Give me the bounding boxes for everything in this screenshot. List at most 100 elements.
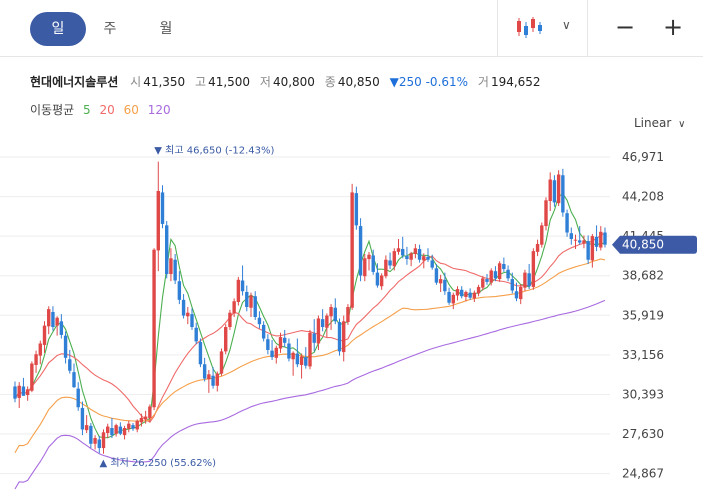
candle-body	[476, 286, 481, 294]
open-value: 41,350	[143, 75, 186, 89]
candle-body	[148, 406, 152, 418]
candle-body	[198, 342, 203, 365]
period-tab-day[interactable]: 일	[30, 12, 86, 46]
candle-body	[173, 259, 177, 281]
candle-body	[249, 295, 253, 308]
candle-body	[219, 351, 224, 374]
candle-body	[152, 249, 156, 408]
candle-body	[34, 354, 38, 365]
candle-body	[556, 174, 561, 204]
candle-body	[320, 319, 325, 328]
candle-body	[434, 268, 439, 283]
candle-body	[451, 294, 455, 304]
candle-body	[274, 347, 278, 358]
candle-body	[443, 279, 447, 292]
candle-body	[106, 426, 110, 434]
candle-body	[590, 236, 595, 261]
candle-body	[122, 428, 127, 436]
candle-body	[287, 343, 291, 359]
candle-body	[89, 425, 93, 444]
candle-body	[527, 273, 531, 287]
candle-body	[84, 425, 89, 431]
ma-120-legend[interactable]: 120	[147, 103, 171, 117]
period-tab-month[interactable]: 월	[159, 21, 173, 37]
candle-body	[42, 325, 47, 345]
candle-body	[55, 317, 59, 326]
candle-body	[540, 225, 544, 245]
candle-body	[25, 389, 30, 396]
price-summary: 현대에너지솔루션 시 41,350 고 41,500 저 40,800 종 40,850…	[30, 73, 547, 90]
candle-body	[485, 279, 489, 282]
candle-body	[493, 271, 498, 279]
ma-60-legend[interactable]: 60	[123, 103, 139, 117]
candle-body	[278, 337, 283, 349]
candle-body	[261, 324, 266, 339]
candle-body	[194, 327, 198, 342]
candle-body	[80, 407, 85, 430]
candle-body	[464, 291, 468, 297]
candle-body	[190, 314, 194, 328]
candle-body	[232, 301, 236, 314]
candle-body	[101, 432, 106, 449]
candle-body	[354, 193, 359, 226]
candle-body	[379, 275, 384, 287]
y-tick-label: 44,208	[622, 190, 664, 204]
candle-body	[236, 279, 241, 302]
candle-body	[266, 339, 270, 350]
candle-body	[422, 256, 426, 261]
y-tick-label: 38,682	[622, 269, 664, 283]
candle-body	[535, 243, 540, 252]
candle-body	[447, 291, 451, 303]
volume-value: 194,652	[490, 75, 541, 89]
candle-body	[215, 373, 219, 386]
current-price-label: 40,850	[622, 238, 664, 252]
candle-body	[375, 272, 380, 286]
candle-body	[594, 236, 599, 247]
period-tab-week[interactable]: 주	[103, 21, 117, 37]
candle-body	[350, 192, 354, 308]
candle-body	[548, 179, 552, 202]
candle-body	[253, 296, 257, 318]
current-price-tag	[612, 235, 697, 254]
candle-body	[460, 289, 464, 297]
volume-label: 거	[477, 75, 489, 89]
candle-body	[97, 439, 101, 449]
candle-body	[156, 190, 160, 251]
candlestick-icon	[517, 17, 542, 38]
high-value: 41,500	[208, 75, 251, 89]
candle-body	[497, 263, 502, 280]
close-value: 40,850	[337, 75, 380, 89]
candle-body	[552, 180, 557, 203]
zoom-in-button[interactable]: +	[662, 13, 684, 41]
candle-body	[283, 337, 287, 343]
candle-body	[93, 438, 97, 444]
ma-20-legend[interactable]: 20	[99, 103, 115, 117]
candle-body	[502, 264, 506, 270]
y-tick-label: 30,393	[622, 387, 664, 401]
scale-selector[interactable]: Linear ∨	[634, 116, 685, 130]
y-tick-label: 24,867	[622, 467, 664, 481]
low-value: 40,800	[272, 75, 315, 89]
chart-type-selector[interactable]: ∨	[497, 0, 588, 56]
candle-body	[329, 306, 333, 317]
zoom-out-button[interactable]: −	[614, 13, 636, 41]
candle-body	[257, 317, 262, 325]
candle-body	[245, 291, 249, 307]
candle-body	[295, 353, 300, 365]
low-label: 저	[259, 75, 271, 89]
candle-body	[586, 241, 590, 260]
candle-body	[139, 417, 144, 423]
y-tick-label: 33,156	[622, 348, 664, 362]
candle-body	[603, 232, 607, 245]
candle-body	[430, 260, 434, 268]
candle-body	[426, 256, 430, 260]
candle-body	[561, 175, 565, 213]
ma-5-legend[interactable]: 5	[83, 103, 91, 117]
candle-body	[506, 269, 510, 279]
candle-body	[240, 280, 245, 292]
candle-body	[468, 292, 472, 298]
candle-body	[371, 255, 375, 272]
candle-body	[63, 335, 68, 358]
candle-body	[21, 386, 26, 396]
